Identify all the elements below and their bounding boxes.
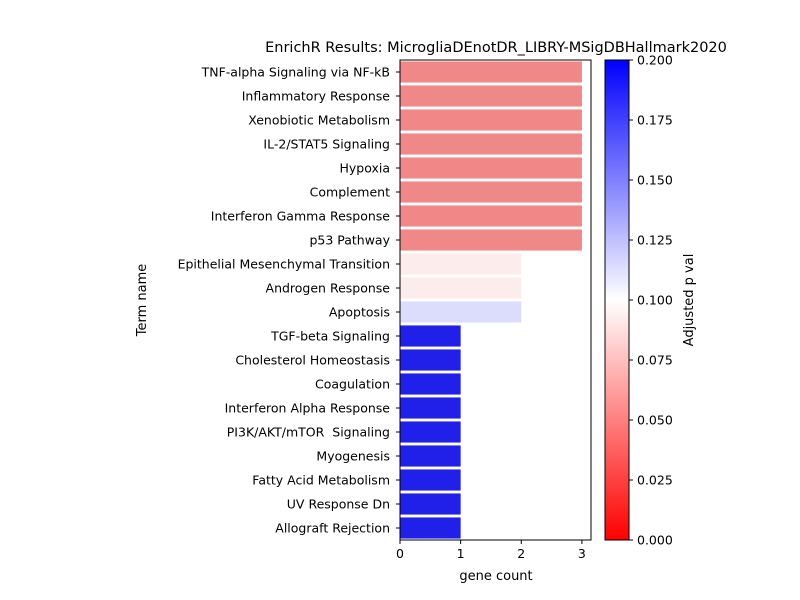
- y-tick-label: Epithelial Mesenchymal Transition: [178, 257, 390, 272]
- bar: [400, 373, 461, 395]
- chart-title: EnrichR Results: MicrogliaDEnotDR_LIBRY-…: [265, 40, 727, 56]
- bar: [400, 85, 582, 107]
- bar: [400, 397, 461, 419]
- y-tick-label: Coagulation: [315, 377, 390, 392]
- x-tick-label: 1: [457, 546, 465, 561]
- bar: [400, 469, 461, 491]
- colorbar-label: Adjusted p val: [682, 254, 697, 347]
- colorbar-tick-label: 0.075: [637, 353, 673, 368]
- plot-frame: [399, 59, 592, 541]
- y-tick-label: Complement: [310, 185, 390, 200]
- bar: [400, 517, 461, 539]
- bar: [400, 445, 461, 467]
- colorbar: [604, 59, 630, 541]
- y-tick-label: Fatty Acid Metabolism: [252, 473, 390, 488]
- bars-group: [400, 61, 582, 539]
- colorbar-tick-label: 0.050: [637, 413, 673, 428]
- bar: [400, 205, 582, 227]
- y-tick-label: Myogenesis: [316, 449, 390, 464]
- y-tick-label: Inflammatory Response: [242, 89, 391, 104]
- y-tick-label: Interferon Alpha Response: [225, 401, 391, 416]
- y-tick-label: p53 Pathway: [309, 233, 390, 248]
- bar: [400, 421, 461, 443]
- y-tick-label: IL-2/STAT5 Signaling: [263, 137, 390, 152]
- y-tick-label: Apoptosis: [329, 305, 390, 320]
- colorbar-ticks: 0.000 0.025 0.050 0.075 0.100 0.125 0.150 0.175…: [629, 53, 673, 548]
- colorbar-tick-label: 0.175: [637, 113, 673, 128]
- bar: [400, 277, 522, 299]
- bar: [400, 109, 582, 131]
- colorbar-tick-label: 0.000: [637, 533, 673, 548]
- colorbar-tick-label: 0.125: [637, 233, 673, 248]
- colorbar-tick-label: 0.200: [637, 53, 673, 68]
- y-tick-label: TGF-beta Signaling: [270, 329, 390, 344]
- bar: [400, 301, 522, 323]
- x-axis-label: gene count: [459, 569, 532, 584]
- y-tick-labels: TNF-alpha Signaling via NF-kB Inflammator…: [178, 65, 400, 536]
- colorbar-tick-label: 0.150: [637, 173, 673, 188]
- bar: [400, 253, 522, 275]
- y-tick-label: PI3K/AKT/mTOR Signaling: [227, 425, 390, 440]
- bar: [400, 61, 582, 83]
- y-tick-label: Cholesterol Homeostasis: [235, 353, 390, 368]
- x-axis-ticks: 0 1 2 3: [396, 540, 586, 561]
- y-axis-label: Term name: [135, 264, 150, 338]
- bar: [400, 133, 582, 155]
- x-tick-label: 0: [396, 546, 404, 561]
- y-tick-label: Androgen Response: [266, 281, 391, 296]
- bar: [400, 349, 461, 371]
- y-tick-label: Xenobiotic Metabolism: [248, 113, 390, 128]
- y-tick-label: Hypoxia: [339, 161, 390, 176]
- y-tick-label: UV Response Dn: [287, 497, 390, 512]
- y-tick-label: Allograft Rejection: [275, 521, 390, 536]
- bar: [400, 157, 582, 179]
- x-tick-label: 3: [578, 546, 586, 561]
- bar: [400, 493, 461, 515]
- bar: [400, 229, 582, 251]
- colorbar-tick-label: 0.025: [637, 473, 673, 488]
- y-tick-label: TNF-alpha Signaling via NF-kB: [201, 65, 390, 80]
- bar: [400, 181, 582, 203]
- colorbar-tick-label: 0.100: [637, 293, 673, 308]
- bar: [400, 325, 461, 347]
- x-tick-label: 2: [517, 546, 525, 561]
- y-tick-label: Interferon Gamma Response: [211, 209, 391, 224]
